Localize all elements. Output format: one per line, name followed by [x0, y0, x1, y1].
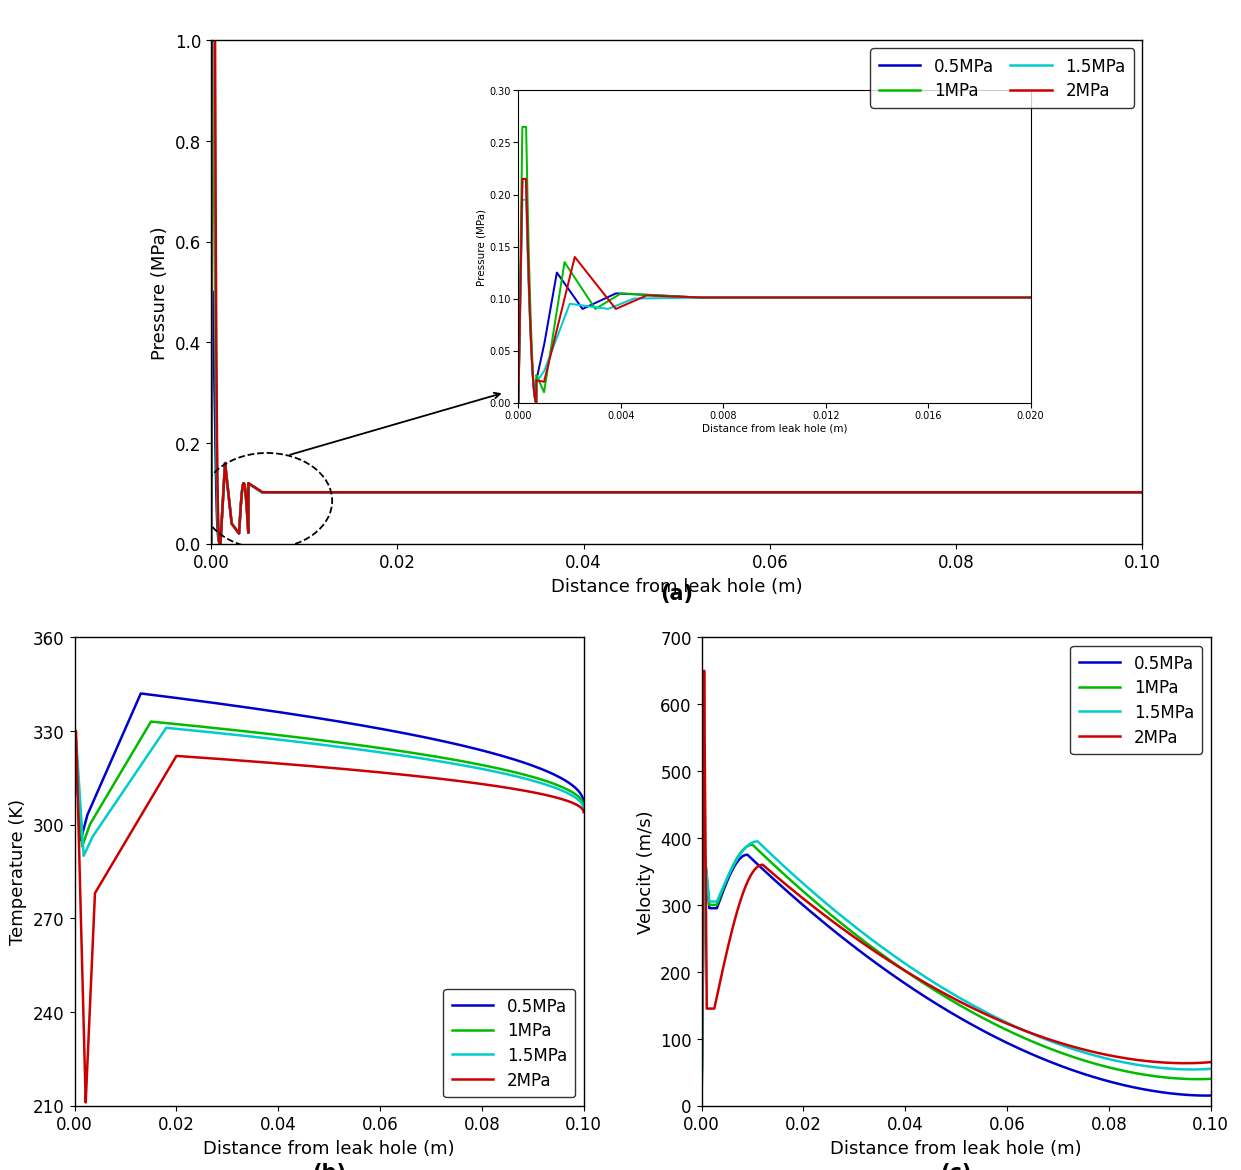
- Y-axis label: Velocity (m/s): Velocity (m/s): [637, 810, 654, 934]
- Legend: 0.5MPa, 1MPa, 1.5MPa, 2MPa: 0.5MPa, 1MPa, 1.5MPa, 2MPa: [1070, 646, 1201, 755]
- X-axis label: Distance from leak hole (m): Distance from leak hole (m): [551, 577, 802, 596]
- Text: (a): (a): [660, 584, 692, 604]
- X-axis label: Distance from leak hole (m): Distance from leak hole (m): [204, 1138, 454, 1157]
- Legend: 0.5MPa, 1MPa, 1.5MPa, 2MPa: 0.5MPa, 1MPa, 1.5MPa, 2MPa: [870, 49, 1133, 109]
- Y-axis label: Temperature (K): Temperature (K): [10, 799, 27, 944]
- Text: (c): (c): [939, 1162, 972, 1170]
- Y-axis label: Pressure (MPa): Pressure (MPa): [151, 226, 169, 359]
- Text: (b): (b): [311, 1162, 346, 1170]
- X-axis label: Distance from leak hole (m): Distance from leak hole (m): [830, 1138, 1081, 1157]
- Legend: 0.5MPa, 1MPa, 1.5MPa, 2MPa: 0.5MPa, 1MPa, 1.5MPa, 2MPa: [443, 989, 575, 1097]
